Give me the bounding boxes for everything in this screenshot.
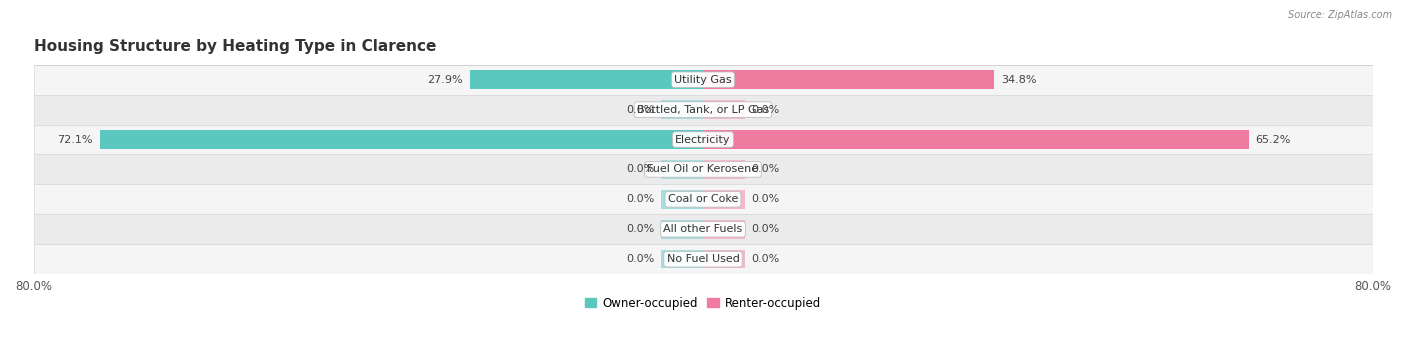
Bar xyxy=(34,184,1372,214)
Text: Source: ZipAtlas.com: Source: ZipAtlas.com xyxy=(1288,10,1392,20)
Text: Coal or Coke: Coal or Coke xyxy=(668,194,738,204)
Bar xyxy=(703,250,745,268)
Bar xyxy=(703,100,745,119)
Bar xyxy=(703,220,745,239)
Text: 0.0%: 0.0% xyxy=(752,224,780,234)
Text: All other Fuels: All other Fuels xyxy=(664,224,742,234)
Text: 0.0%: 0.0% xyxy=(626,194,654,204)
Text: 0.0%: 0.0% xyxy=(626,254,654,264)
Text: 65.2%: 65.2% xyxy=(1256,135,1291,145)
Bar xyxy=(34,95,1372,124)
Text: Housing Structure by Heating Type in Clarence: Housing Structure by Heating Type in Cla… xyxy=(34,39,436,54)
Text: 72.1%: 72.1% xyxy=(58,135,93,145)
Bar xyxy=(661,100,703,119)
Bar xyxy=(34,65,1372,95)
Bar xyxy=(703,130,1249,149)
Text: 34.8%: 34.8% xyxy=(1001,75,1036,85)
Text: Electricity: Electricity xyxy=(675,135,731,145)
Bar xyxy=(34,214,1372,244)
Text: 0.0%: 0.0% xyxy=(752,254,780,264)
Text: 0.0%: 0.0% xyxy=(626,224,654,234)
Bar xyxy=(703,160,745,179)
Text: 0.0%: 0.0% xyxy=(752,164,780,175)
Text: 27.9%: 27.9% xyxy=(427,75,463,85)
Bar xyxy=(34,244,1372,274)
Text: Bottled, Tank, or LP Gas: Bottled, Tank, or LP Gas xyxy=(637,105,769,115)
Bar xyxy=(661,190,703,209)
Bar xyxy=(470,71,703,89)
Legend: Owner-occupied, Renter-occupied: Owner-occupied, Renter-occupied xyxy=(579,292,827,314)
Text: 0.0%: 0.0% xyxy=(752,105,780,115)
Text: Fuel Oil or Kerosene: Fuel Oil or Kerosene xyxy=(647,164,759,175)
Bar xyxy=(34,154,1372,184)
Bar xyxy=(661,220,703,239)
Text: 0.0%: 0.0% xyxy=(626,164,654,175)
Text: 0.0%: 0.0% xyxy=(626,105,654,115)
Bar xyxy=(661,250,703,268)
Text: No Fuel Used: No Fuel Used xyxy=(666,254,740,264)
Text: 0.0%: 0.0% xyxy=(752,194,780,204)
Bar xyxy=(703,71,994,89)
Bar xyxy=(34,124,1372,154)
Bar xyxy=(703,190,745,209)
Text: Utility Gas: Utility Gas xyxy=(675,75,731,85)
Bar xyxy=(661,160,703,179)
Bar xyxy=(100,130,703,149)
